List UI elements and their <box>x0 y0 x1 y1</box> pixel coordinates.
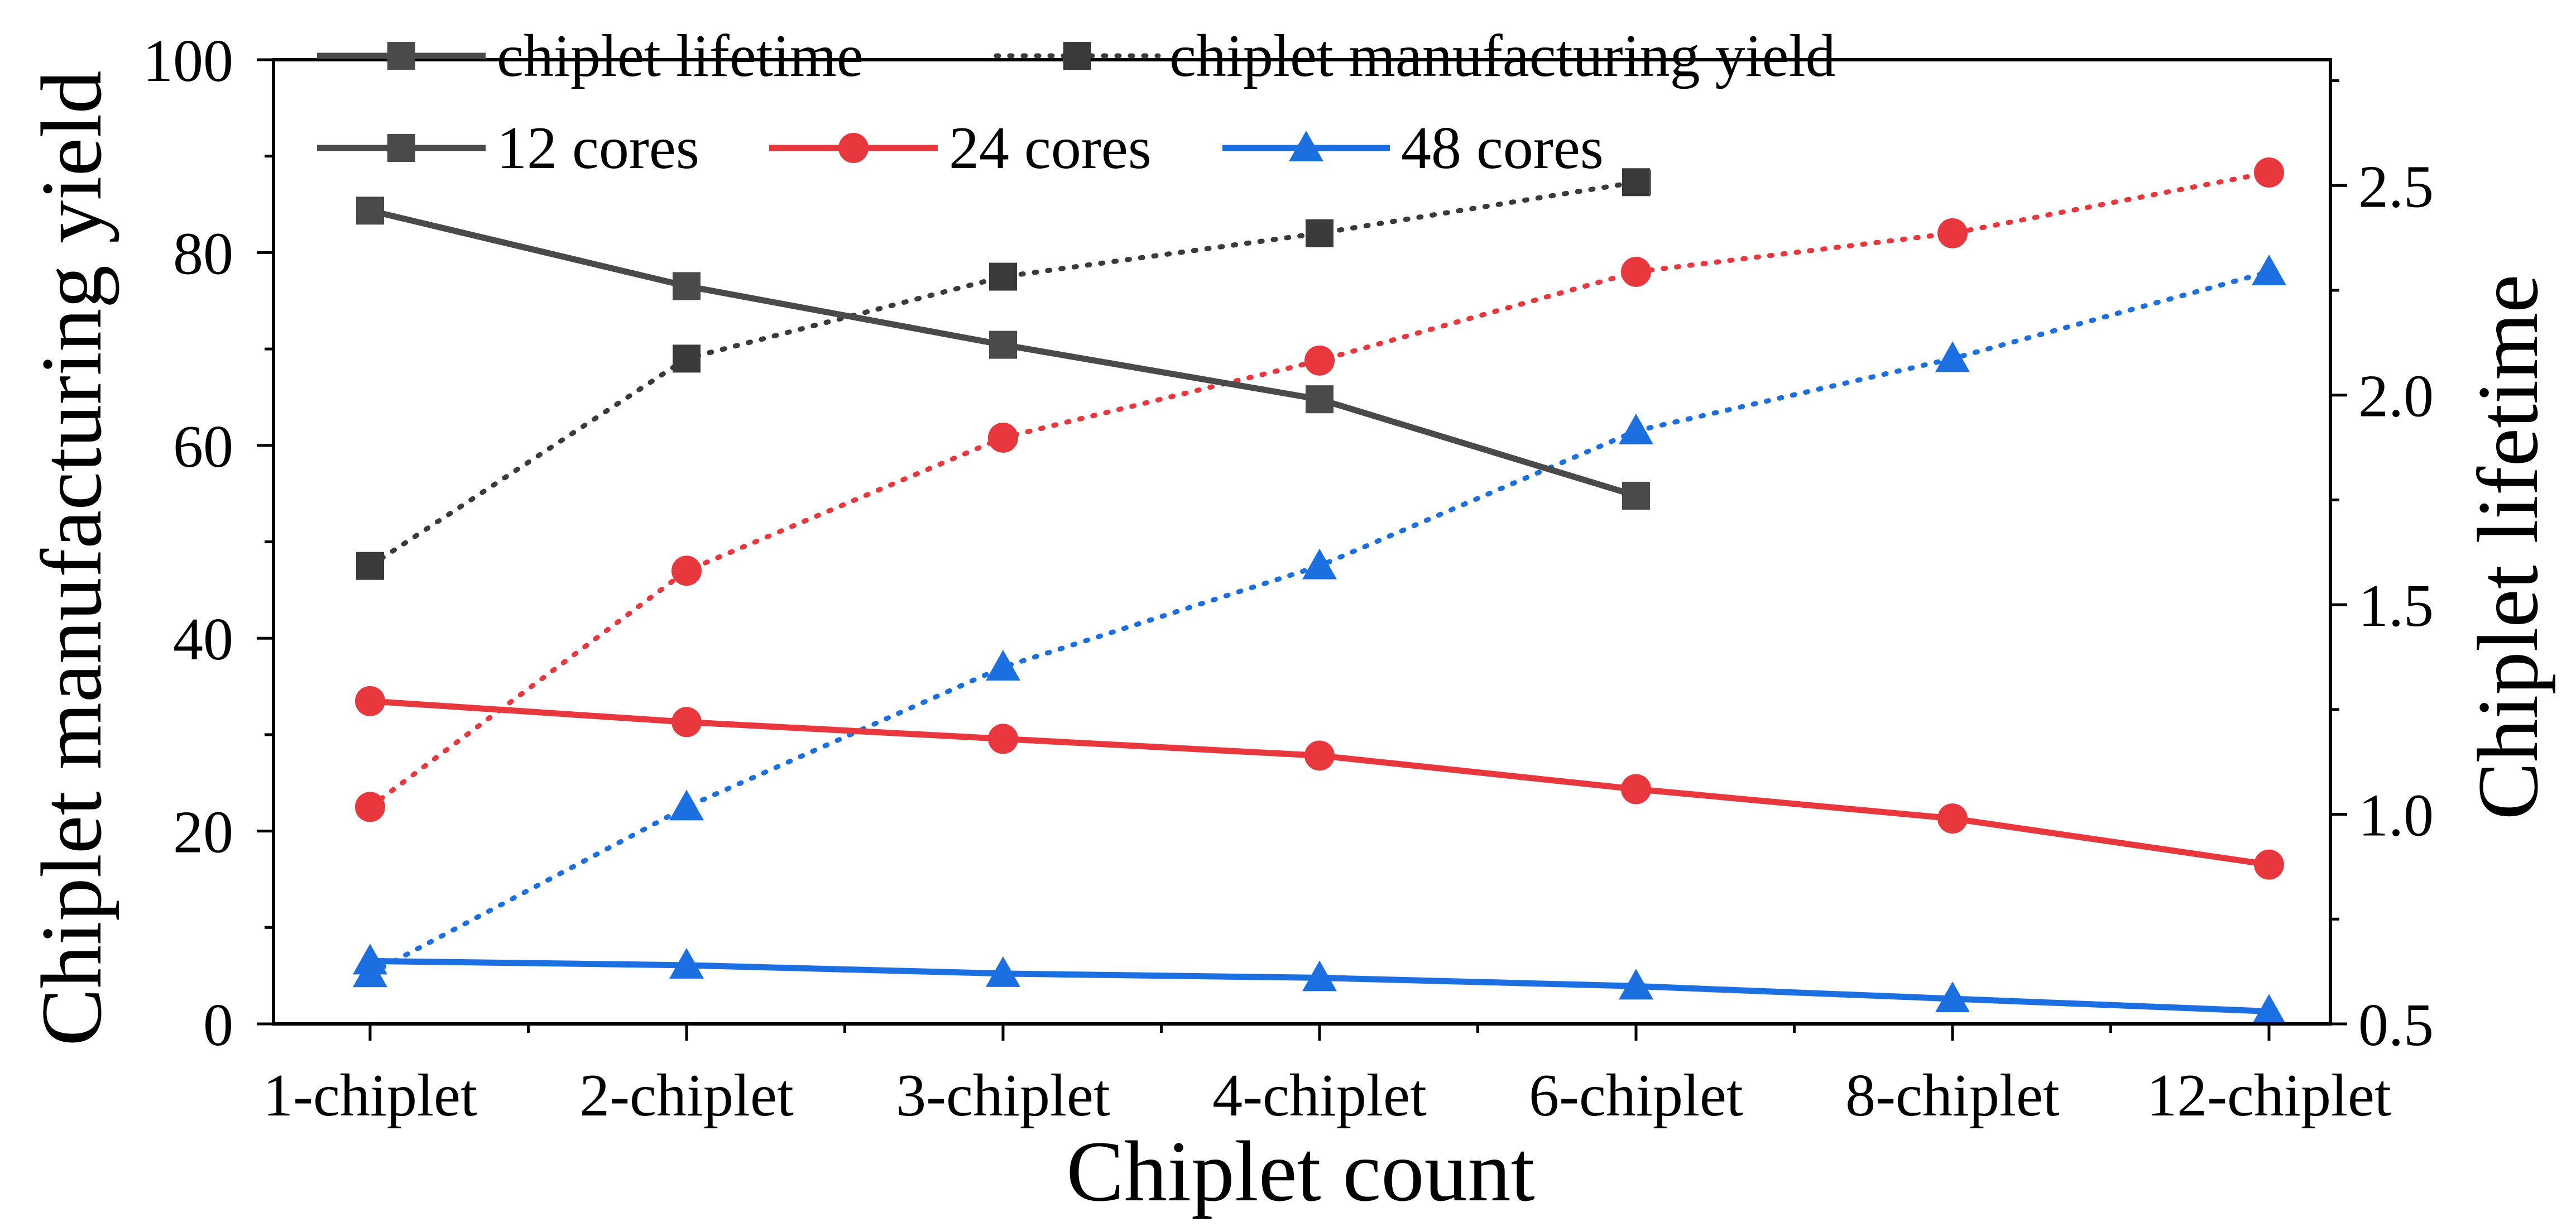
series-12-cores-lifetime <box>356 197 1650 510</box>
series-line-48-cores-yield <box>367 269 2272 976</box>
data-point-24-cores-yield <box>988 422 1018 453</box>
series-24-cores-yield <box>355 157 2284 822</box>
data-point-24-cores-yield <box>1621 256 1651 287</box>
data-point-48-cores-yield <box>669 789 704 821</box>
legend-item-12-cores-label: 12 cores <box>497 115 699 181</box>
data-point-12-cores-yield <box>673 344 701 373</box>
x-tick-label: 6-chiplet <box>1529 1062 1743 1129</box>
data-point-48-cores-yield <box>986 650 1020 681</box>
series-24-cores-lifetime <box>355 686 2284 880</box>
legend-item-yield-marker <box>1063 42 1091 70</box>
data-point-12-cores-lifetime <box>989 331 1017 359</box>
series-12-cores-yield <box>356 168 1650 580</box>
data-point-48-cores-lifetime <box>669 947 704 979</box>
y-axis-left-title: Chiplet manufacturing yield <box>23 70 119 1046</box>
data-point-12-cores-lifetime <box>673 272 701 300</box>
x-tick-label: 8-chiplet <box>1845 1062 2060 1129</box>
y-right-tick-label: 1.0 <box>2358 783 2434 849</box>
x-tick-label: 1-chiplet <box>263 1062 477 1129</box>
legend-item-24-cores-label: 24 cores <box>949 115 1152 181</box>
legend-item-48-cores-label: 48 cores <box>1401 115 1604 181</box>
data-point-12-cores-lifetime <box>356 197 384 225</box>
legend-item-48-cores: 48 cores <box>1222 115 1604 181</box>
y-right-tick-label: 2.5 <box>2358 154 2434 220</box>
data-point-24-cores-yield <box>355 792 385 822</box>
data-point-24-cores-lifetime <box>2254 849 2284 880</box>
data-point-24-cores-yield <box>2254 157 2284 188</box>
data-point-24-cores-lifetime <box>1304 740 1335 771</box>
data-point-24-cores-yield <box>671 555 702 586</box>
legend-item-lifetime-label: chiplet lifetime <box>497 23 864 89</box>
legend-item-yield: chiplet manufacturing yield <box>994 23 1836 89</box>
data-point-12-cores-yield <box>1306 219 1333 247</box>
series-48-cores-lifetime <box>353 944 2286 1025</box>
y-right-tick-label: 2.0 <box>2358 363 2434 430</box>
series-layer <box>353 157 2286 1025</box>
data-point-24-cores-yield <box>1304 345 1335 376</box>
legend-item-lifetime-marker <box>387 42 415 70</box>
data-point-24-cores-lifetime <box>1937 803 1968 834</box>
y-left-tick-label: 0 <box>203 992 233 1059</box>
legend-item-lifetime: chiplet lifetime <box>317 23 864 89</box>
x-tick-label: 2-chiplet <box>579 1062 794 1129</box>
data-point-48-cores-yield <box>2252 254 2286 285</box>
data-point-24-cores-lifetime <box>988 724 1018 754</box>
legend-item-12-cores: 12 cores <box>317 115 699 181</box>
data-point-12-cores-lifetime <box>1622 481 1650 510</box>
x-tick-label: 4-chiplet <box>1212 1062 1427 1129</box>
x-tick-label: 3-chiplet <box>896 1062 1110 1129</box>
data-point-24-cores-yield <box>1937 218 1968 248</box>
series-line-12-cores-yield <box>367 179 1639 569</box>
data-point-12-cores-lifetime <box>1306 385 1333 414</box>
legend-item-12-cores-marker <box>387 134 415 162</box>
data-point-48-cores-lifetime <box>1619 969 1653 1000</box>
data-point-48-cores-lifetime <box>353 944 387 975</box>
data-point-12-cores-yield <box>1622 168 1650 197</box>
y-axis-right-title: Chiplet lifetime <box>2460 274 2556 820</box>
legend-item-24-cores-marker <box>838 133 869 163</box>
series-line-24-cores-yield <box>367 170 2272 810</box>
series-line-24-cores-lifetime <box>370 698 2270 868</box>
legend-item-24-cores: 24 cores <box>769 115 1152 181</box>
data-point-48-cores-yield <box>1619 413 1653 444</box>
data-point-48-cores-lifetime <box>1302 960 1337 992</box>
legend-item-yield-label: chiplet manufacturing yield <box>1169 23 1836 89</box>
data-point-12-cores-yield <box>989 262 1017 291</box>
data-point-24-cores-lifetime <box>355 686 385 716</box>
y-left-tick-label: 40 <box>173 606 233 673</box>
y-right-tick-label: 1.5 <box>2358 573 2434 639</box>
y-left-tick-label: 20 <box>173 799 233 866</box>
legend-item-48-cores-marker <box>1289 131 1323 161</box>
axes-layer: 1-chiplet 2-chiplet 3-chiplet 4-chiplet 6-ch… <box>143 28 2434 1129</box>
plot-frame <box>272 58 2332 1026</box>
y-left-tick-label: 60 <box>173 414 233 480</box>
data-point-24-cores-lifetime <box>1621 774 1651 804</box>
x-tick-label: 12-chiplet <box>2147 1062 2391 1129</box>
data-point-48-cores-yield <box>1935 341 1970 372</box>
data-point-48-cores-lifetime <box>1935 981 1970 1012</box>
data-point-24-cores-lifetime <box>671 707 702 737</box>
data-point-48-cores-lifetime <box>986 956 1020 987</box>
legend: chiplet lifetime chiplet manufacturing yi… <box>317 23 1836 195</box>
data-point-48-cores-lifetime <box>2252 994 2286 1025</box>
x-axis-title: Chiplet count <box>1066 1123 1534 1219</box>
y-right-tick-label: 0.5 <box>2358 992 2434 1059</box>
data-point-12-cores-yield <box>356 552 384 580</box>
y-left-tick-label: 100 <box>143 28 233 94</box>
data-point-48-cores-yield <box>1302 548 1337 580</box>
y-left-tick-label: 80 <box>173 221 233 287</box>
